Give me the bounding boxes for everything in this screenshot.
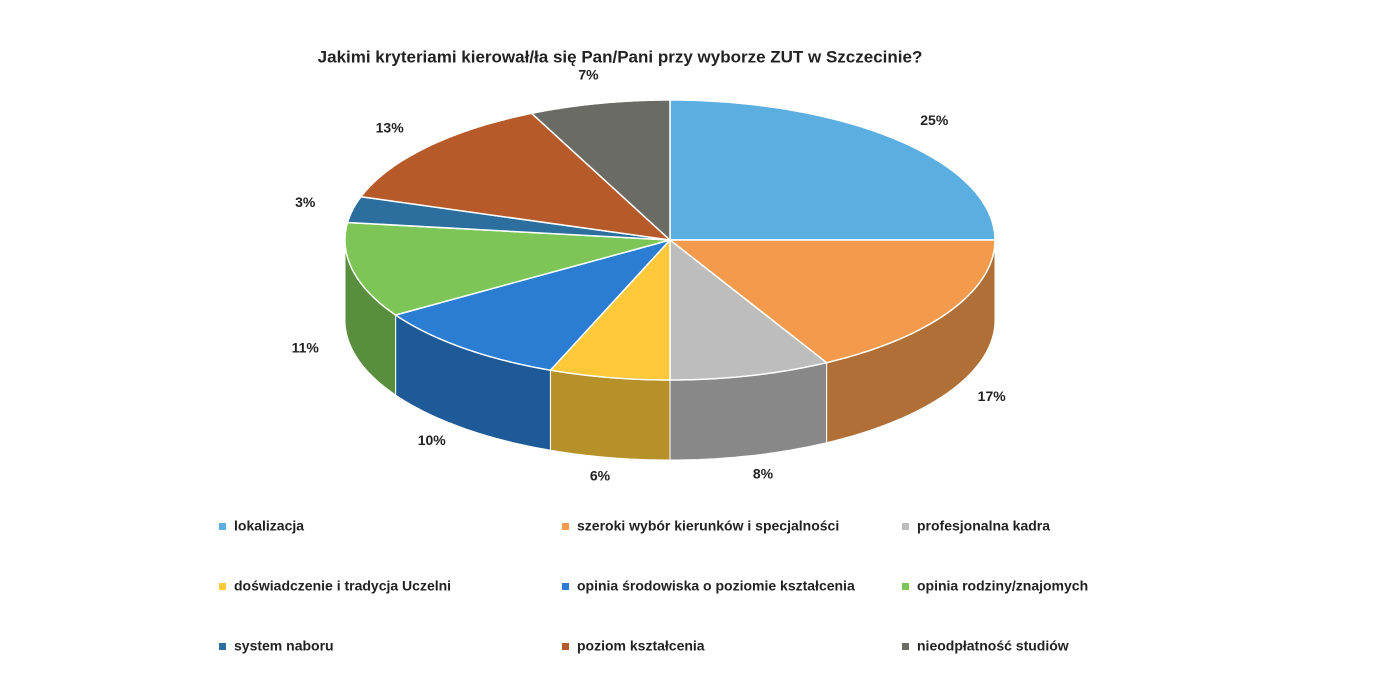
slice-side	[549, 369, 671, 461]
legend-marker	[219, 643, 226, 650]
data-label: 3%	[295, 194, 316, 210]
slice	[669, 99, 996, 241]
data-label: 8%	[753, 465, 774, 481]
legend-label: opinia środowiska o poziomie kształcenia	[577, 578, 855, 594]
data-label: 11%	[292, 339, 320, 355]
legend-marker	[562, 523, 569, 530]
data-label: 13%	[376, 120, 405, 136]
slice	[359, 112, 673, 242]
legend-label: profesjonalna kadra	[917, 518, 1050, 534]
legend-label: system naboru	[234, 638, 334, 654]
slice	[669, 238, 829, 381]
data-label: 25%	[920, 112, 949, 128]
slice	[667, 239, 996, 364]
legend-marker	[562, 583, 569, 590]
slice	[344, 221, 671, 316]
legend-marker	[219, 583, 226, 590]
legend-label: szeroki wybór kierunków i specjalności	[577, 518, 839, 534]
data-label: 10%	[418, 432, 447, 448]
legend-label: opinia rodziny/znajomych	[917, 578, 1088, 594]
legend-label: nieodpłatność studiów	[917, 638, 1069, 654]
legend-marker	[562, 643, 569, 650]
slice	[393, 238, 673, 372]
legend-marker	[902, 523, 909, 530]
legend-marker	[219, 523, 226, 530]
legend-label: lokalizacja	[234, 518, 304, 534]
slice	[529, 99, 671, 242]
data-label: 17%	[978, 388, 1007, 404]
legend-marker	[902, 643, 909, 650]
legend-marker	[902, 583, 909, 590]
slice	[548, 238, 671, 381]
data-label: 7%	[578, 67, 599, 83]
legend-label: poziom kształcenia	[577, 638, 705, 654]
chart-title: Jakimi kryteriami kierował/ła się Pan/Pa…	[318, 47, 923, 66]
legend-label: doświadczenie i tradycja Uczelni	[234, 578, 451, 594]
data-label: 6%	[590, 468, 611, 484]
